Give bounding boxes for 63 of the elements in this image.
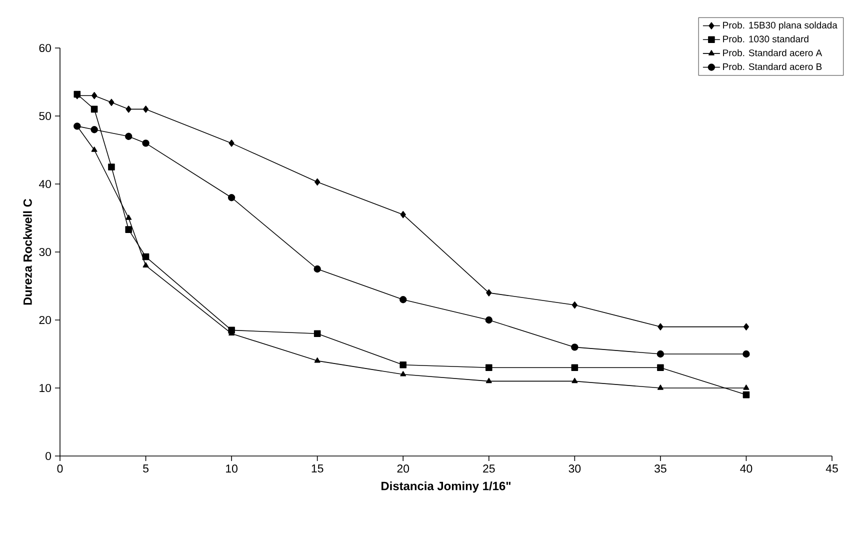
point bbox=[92, 92, 98, 100]
x-tick-label: 25 bbox=[483, 464, 495, 473]
point bbox=[125, 132, 132, 140]
y-tick-label: 50 bbox=[39, 112, 52, 120]
point bbox=[571, 344, 578, 351]
point bbox=[572, 378, 578, 384]
point bbox=[486, 364, 492, 371]
legend-label: Prob. 15B30 plana soldada bbox=[723, 22, 838, 30]
point bbox=[571, 364, 578, 371]
legend-label: Prob. 1030 standard bbox=[723, 35, 808, 42]
x-tick-label: 20 bbox=[397, 464, 410, 473]
point bbox=[314, 178, 320, 186]
legend-label: Prob. Standard acero A bbox=[723, 49, 822, 56]
x-tick-label: 15 bbox=[312, 464, 324, 473]
point bbox=[314, 265, 321, 273]
point bbox=[656, 350, 664, 358]
x-axis-title: Distancia Jominy 1/16" bbox=[382, 481, 510, 493]
point bbox=[126, 214, 132, 220]
x-tick-label: 0 bbox=[57, 464, 63, 473]
y-tick-label: 60 bbox=[39, 44, 52, 52]
point bbox=[743, 384, 750, 390]
point bbox=[126, 106, 132, 113]
point bbox=[400, 296, 407, 304]
point bbox=[90, 126, 98, 134]
point bbox=[142, 140, 150, 147]
point bbox=[658, 323, 664, 330]
point bbox=[486, 289, 492, 296]
point bbox=[142, 106, 149, 113]
point bbox=[108, 164, 115, 170]
point bbox=[90, 106, 98, 113]
point bbox=[142, 262, 149, 268]
point bbox=[485, 316, 492, 324]
point bbox=[314, 357, 320, 363]
y-tick-label: 40 bbox=[39, 180, 52, 188]
point bbox=[742, 350, 750, 358]
legend-label: Prob. Standard acero B bbox=[723, 63, 822, 70]
point bbox=[572, 301, 578, 309]
point bbox=[400, 211, 406, 218]
point bbox=[400, 361, 407, 368]
point bbox=[142, 253, 150, 260]
x-tick-label: 5 bbox=[143, 464, 148, 473]
x-tick-label: 30 bbox=[568, 464, 581, 473]
x-tick-label: 45 bbox=[826, 464, 838, 473]
point bbox=[125, 226, 132, 233]
x-tick-label: 35 bbox=[654, 464, 666, 473]
y-tick-label: 20 bbox=[39, 316, 52, 324]
point bbox=[91, 146, 98, 152]
point bbox=[657, 384, 664, 390]
y-tick-label: 30 bbox=[39, 248, 52, 256]
point bbox=[743, 323, 750, 330]
point bbox=[742, 391, 750, 398]
y-tick-label: 10 bbox=[40, 384, 52, 392]
point bbox=[486, 378, 492, 384]
x-tick-label: 10 bbox=[226, 464, 238, 473]
point bbox=[657, 364, 664, 371]
point bbox=[314, 330, 321, 337]
point bbox=[400, 371, 406, 376]
y-axis-title: Dureza Rockwell C bbox=[23, 198, 32, 305]
point bbox=[228, 140, 234, 147]
point bbox=[228, 194, 236, 202]
x-tick-label: 40 bbox=[740, 464, 752, 473]
y-tick-label: 0 bbox=[46, 452, 52, 460]
point bbox=[108, 98, 114, 106]
